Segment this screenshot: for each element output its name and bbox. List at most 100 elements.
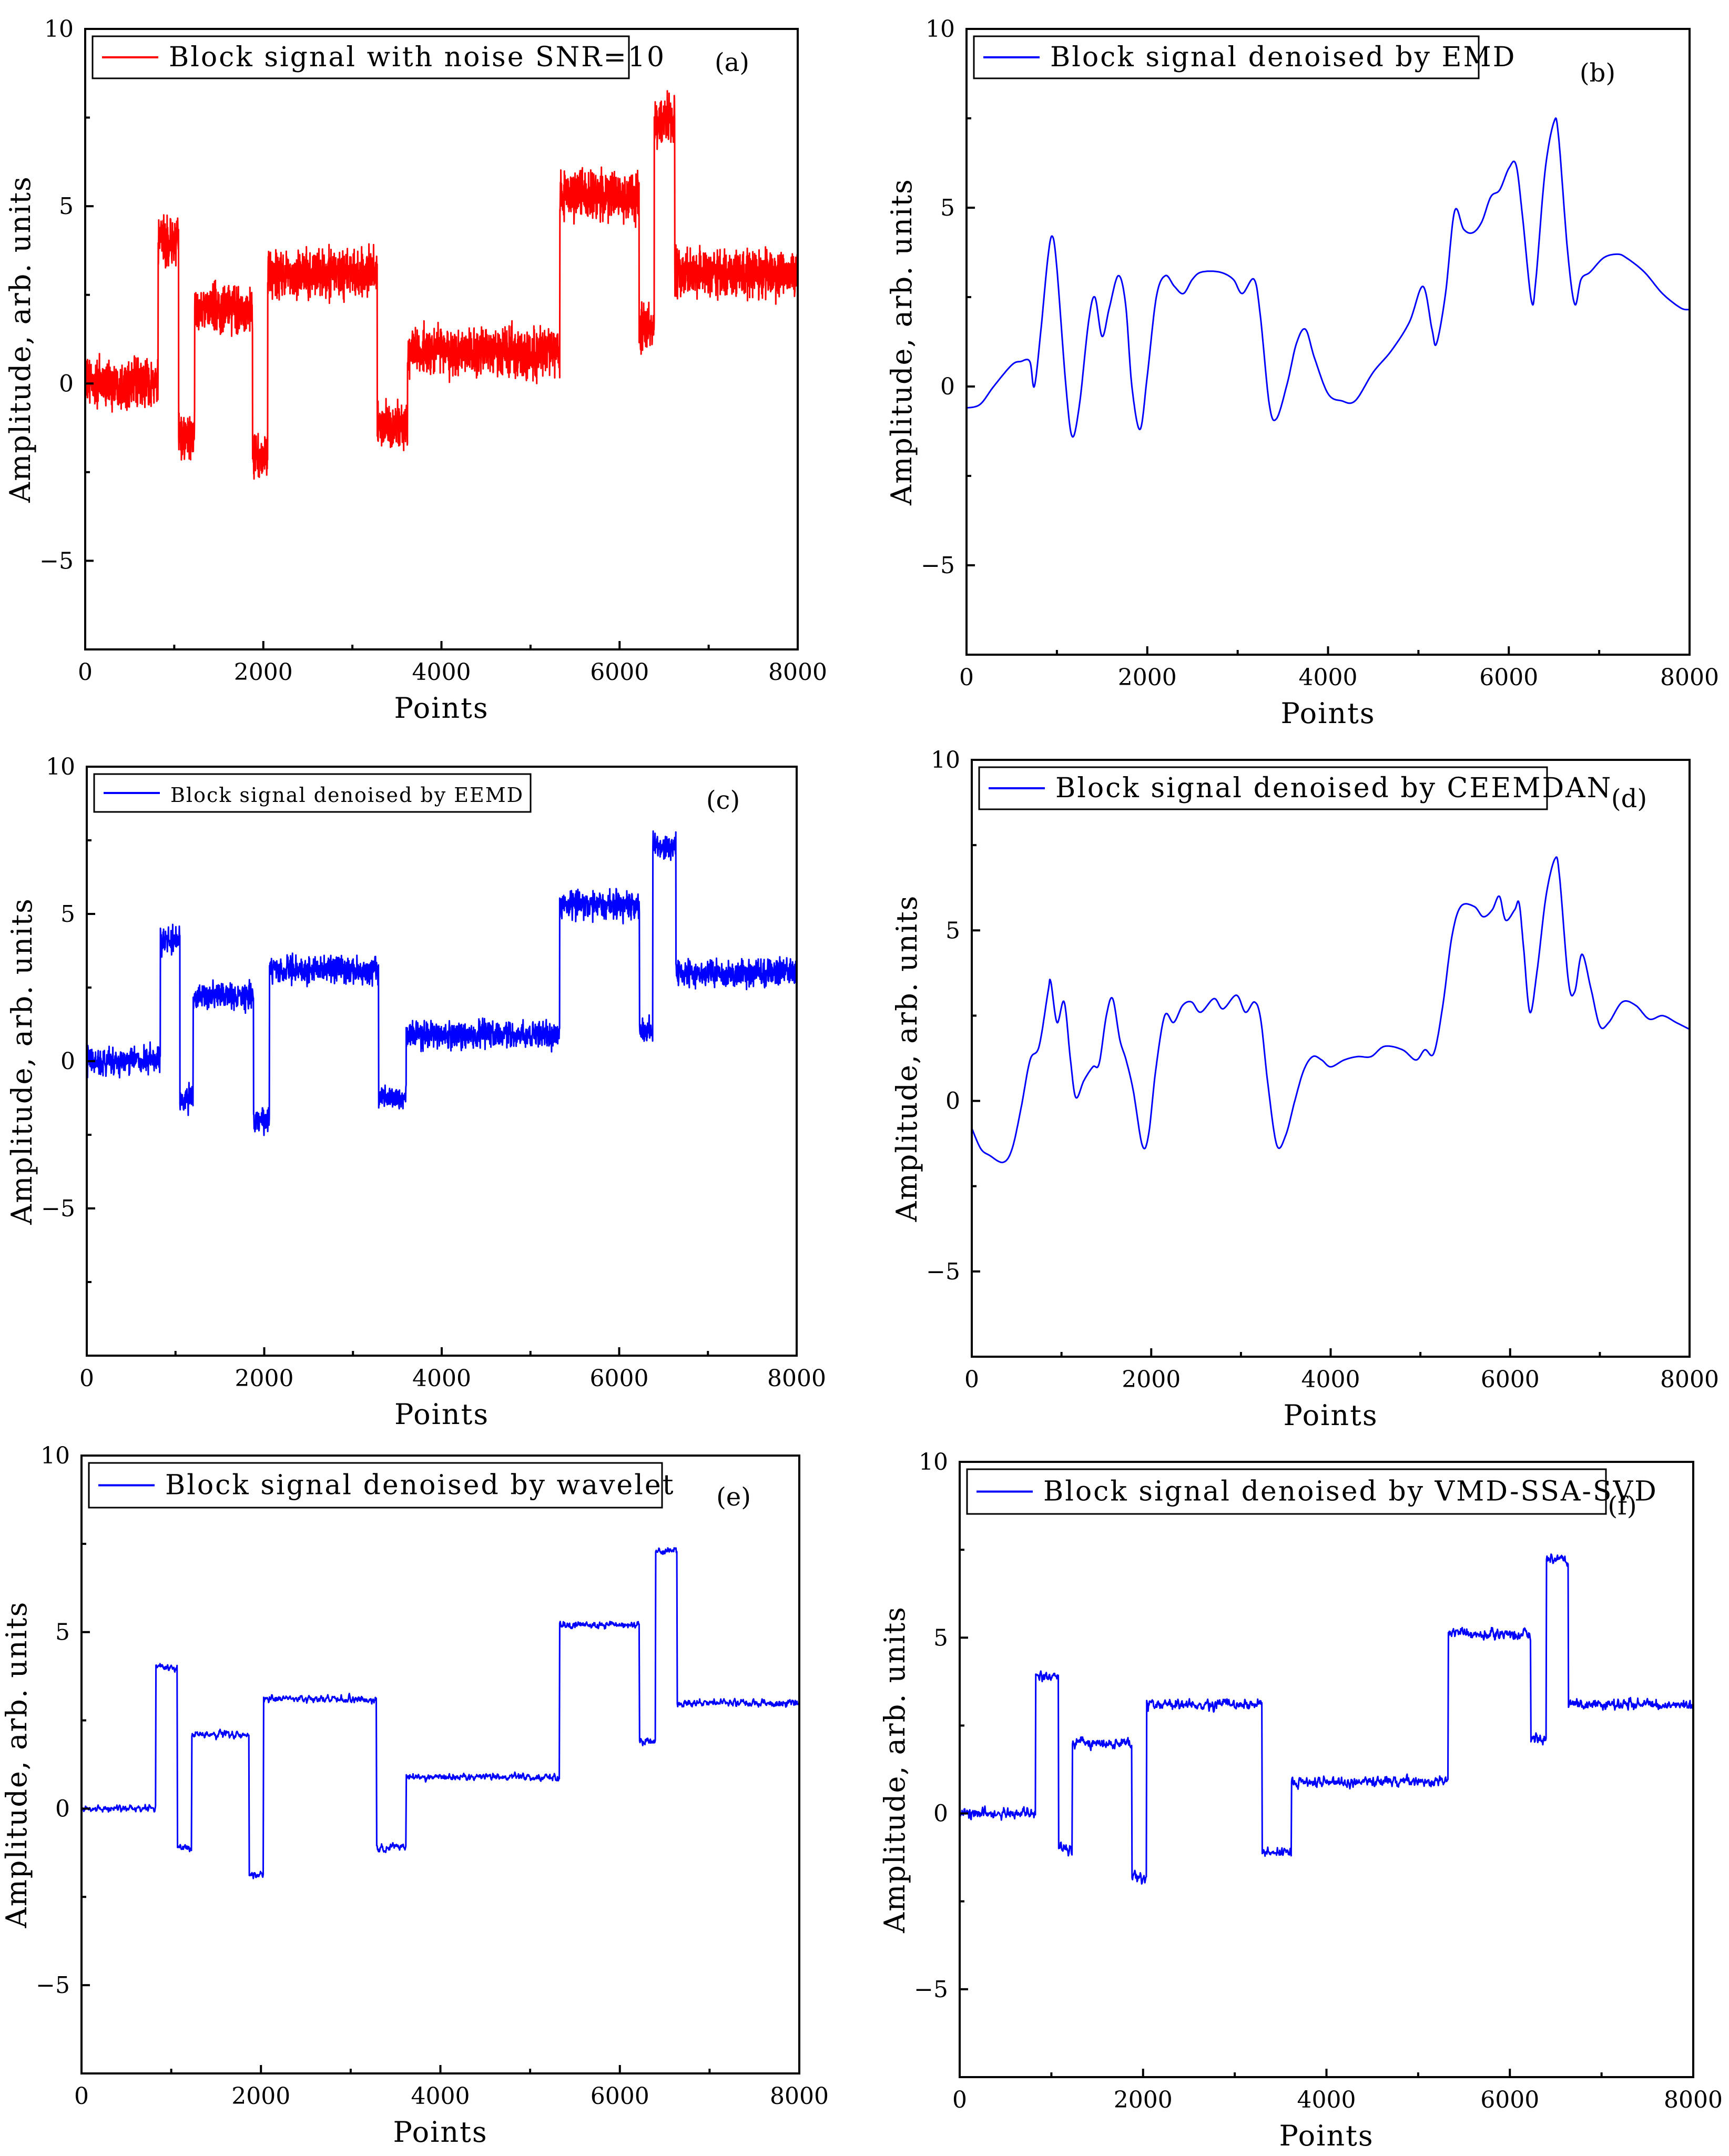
legend-box-a [91, 35, 630, 79]
legend-label-d: Block signal denoised by CEEMDAN [1055, 772, 1612, 804]
x-tick-label-c: 2000 [235, 1365, 294, 1392]
x-tick-label-b: 4000 [1299, 664, 1358, 691]
x-tick-label-a: 4000 [412, 659, 471, 686]
x-tick-label-c: 6000 [590, 1365, 649, 1392]
y-axis-title-e: Amplitude, arb. units [0, 1601, 33, 1929]
series-line-e [82, 1547, 799, 1879]
series-line-f [960, 1553, 1693, 1885]
panel-tag-c: (c) [706, 786, 740, 815]
x-tick-label-d: 4000 [1301, 1366, 1360, 1393]
x-tick-label-a: 8000 [768, 659, 827, 686]
x-tick-label-a: 0 [78, 659, 93, 686]
y-tick-label-a: −5 [39, 547, 74, 574]
y-tick-label-d: −5 [926, 1258, 960, 1285]
y-tick-label-c: 5 [60, 901, 75, 928]
y-axis-title-b: Amplitude, arb. units [885, 178, 918, 506]
series-line-a [85, 90, 798, 480]
panel-c: 0 2000 4000 6000 8000 −5 0 5 10 Points Amplitude, … [5, 754, 826, 1431]
plot-frame-e [80, 1455, 800, 2074]
panel-b: 0 2000 4000 6000 8000 −5 0 5 10 Points Amplitude, … [885, 16, 1719, 730]
y-tick-label-e: −5 [36, 1972, 70, 1999]
x-tick-label-e: 8000 [770, 2083, 829, 2110]
x-tick-label-b: 0 [959, 664, 974, 691]
panel-a: 0 2000 4000 6000 8000 −5 0 5 10 Points Amplitude, … [4, 16, 827, 725]
panel-e: 0 2000 4000 6000 8000 −5 0 5 10 Points Amplitude, … [0, 1442, 829, 2149]
y-tick-label-b: 10 [925, 16, 955, 43]
x-axis-title-e: Points [393, 2116, 487, 2149]
x-tick-label-c: 0 [79, 1365, 94, 1392]
panel-f: 0 2000 4000 6000 8000 −5 0 5 10 Points Amplitude, … [878, 1449, 1723, 2152]
y-tick-label-a: 5 [59, 193, 74, 220]
y-tick-label-e: 0 [55, 1795, 70, 1822]
legend-box-b [973, 35, 1480, 79]
x-tick-label-d: 0 [964, 1366, 979, 1393]
y-axis-title-a: Amplitude, arb. units [4, 176, 37, 503]
y-tick-label-a: 10 [44, 16, 74, 43]
x-tick-label-e: 0 [74, 2083, 89, 2110]
x-tick-label-c: 8000 [767, 1365, 826, 1392]
y-axis-title-d: Amplitude, arb. units [890, 895, 923, 1223]
plot-frame-b [965, 28, 1691, 656]
panel-tag-b: (b) [1580, 58, 1615, 88]
x-tick-label-f: 4000 [1297, 2087, 1356, 2113]
legend-label-a: Block signal with noise SNR=10 [169, 42, 666, 73]
series-line-d [972, 856, 1690, 1164]
y-tick-label-c: 10 [46, 754, 75, 780]
y-tick-label-b: 5 [940, 195, 955, 221]
y-tick-label-b: −5 [921, 552, 955, 579]
legend-label-e: Block signal denoised by wavelet [165, 1470, 675, 1501]
legend-label-c: Block signal denoised by EEMD [170, 784, 524, 807]
x-tick-label-f: 2000 [1114, 2087, 1173, 2113]
series-line-b [967, 117, 1690, 438]
y-tick-label-f: 0 [933, 1801, 948, 1827]
panel-tag-f: (f) [1608, 1491, 1636, 1521]
x-tick-label-d: 8000 [1660, 1366, 1719, 1393]
y-axis-title-c: Amplitude, arb. units [5, 898, 38, 1225]
panel-tag-d: (d) [1611, 784, 1647, 813]
x-tick-label-f: 6000 [1480, 2087, 1539, 2113]
y-tick-label-d: 5 [945, 917, 960, 944]
x-axis-title-c: Points [394, 1398, 489, 1431]
plot-frame-f [959, 1461, 1694, 2078]
y-tick-label-d: 10 [931, 747, 960, 774]
panel-d: 0 2000 4000 6000 8000 −5 0 5 10 Points Amplitude, … [890, 747, 1719, 1432]
x-tick-label-b: 8000 [1660, 664, 1719, 691]
x-tick-label-e: 2000 [231, 2083, 290, 2110]
y-tick-label-f: 10 [919, 1449, 948, 1476]
legend-label-b: Block signal denoised by EMD [1050, 42, 1516, 73]
y-tick-label-e: 5 [55, 1619, 70, 1646]
y-tick-label-c: −5 [41, 1195, 75, 1222]
legend-box-d [978, 766, 1548, 810]
x-axis-title-f: Points [1279, 2119, 1374, 2152]
x-tick-label-a: 6000 [590, 659, 649, 686]
x-tick-label-e: 6000 [591, 2083, 649, 2110]
x-tick-label-e: 4000 [411, 2083, 470, 2110]
x-axis-title-b: Points [1280, 697, 1375, 730]
y-tick-label-d: 0 [945, 1088, 960, 1115]
y-tick-label-f: −5 [914, 1976, 948, 2003]
y-tick-label-b: 0 [940, 373, 955, 400]
x-tick-label-b: 6000 [1479, 664, 1538, 691]
y-tick-label-a: 0 [59, 370, 74, 397]
x-tick-label-c: 4000 [412, 1365, 471, 1392]
x-tick-label-b: 2000 [1118, 664, 1177, 691]
series-line-c [87, 830, 797, 1136]
legend-label-f: Block signal denoised by VMD-SSA-SVD [1043, 1476, 1658, 1508]
y-tick-label-e: 10 [40, 1442, 70, 1469]
panel-tag-e: (e) [716, 1482, 751, 1512]
x-tick-label-f: 0 [952, 2087, 967, 2113]
legend-box-e [88, 1462, 663, 1509]
y-tick-label-c: 0 [60, 1048, 75, 1075]
y-axis-title-f: Amplitude, arb. units [878, 1606, 911, 1934]
x-axis-title-a: Points [394, 691, 489, 725]
legend-box-f [966, 1468, 1607, 1515]
legend-box-c [93, 773, 532, 813]
x-axis-title-d: Points [1283, 1399, 1378, 1432]
x-tick-label-d: 2000 [1122, 1366, 1181, 1393]
panel-tag-a: (a) [715, 48, 749, 77]
y-tick-label-f: 5 [933, 1624, 948, 1651]
x-tick-label-f: 8000 [1664, 2087, 1723, 2113]
x-tick-label-d: 6000 [1481, 1366, 1540, 1393]
plot-frame-d [971, 759, 1691, 1358]
